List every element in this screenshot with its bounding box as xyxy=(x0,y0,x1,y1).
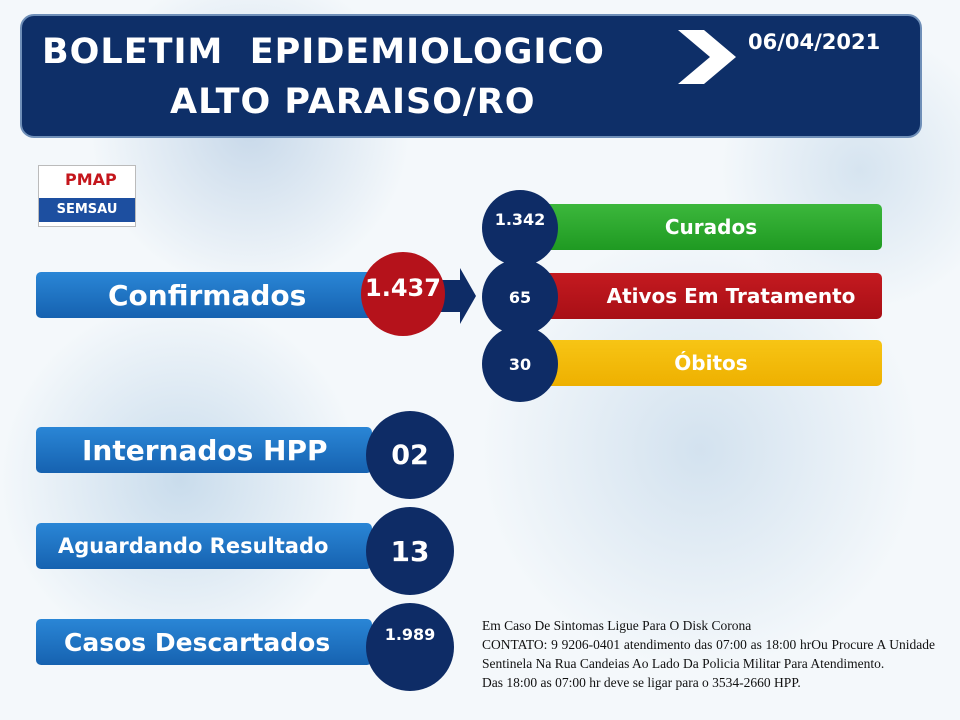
outcome-label: Óbitos xyxy=(540,340,882,386)
header xyxy=(20,14,922,138)
contact-line: CONTATO: 9 9206-0401 atendimento das 07:… xyxy=(482,637,935,671)
arrow-icon xyxy=(438,268,476,324)
stat-label: Casos Descartados xyxy=(36,619,372,665)
contact-info: Em Caso De Sintomas Ligue Para O Disk Co… xyxy=(482,616,935,692)
chevron-icon xyxy=(678,30,736,84)
logo: PMAP SEMSAU xyxy=(38,165,136,227)
date: 06/04/2021 xyxy=(748,30,881,54)
logo-name: PMAP xyxy=(65,170,117,189)
title: BOLETIM EPIDEMIOLOGICO xyxy=(42,32,605,72)
outcome-label: Ativos Em Tratamento xyxy=(540,273,882,319)
outcome-label: Curados xyxy=(540,204,882,250)
logo-department: SEMSAU xyxy=(39,198,135,222)
stat-label: Internados HPP xyxy=(36,427,372,473)
contact-line: Em Caso De Sintomas Ligue Para O Disk Co… xyxy=(482,618,752,633)
confirmed-value: 1.437 xyxy=(361,252,445,336)
confirmed-label: Confirmados xyxy=(36,272,380,318)
subtitle: ALTO PARAISO/RO xyxy=(170,82,536,122)
outcome-value: 1.342 xyxy=(482,190,558,266)
contact-line: Das 18:00 as 07:00 hr deve se ligar para… xyxy=(482,675,801,690)
stat-value: 13 xyxy=(366,507,454,595)
stat-value: 1.989 xyxy=(366,603,454,691)
outcome-value: 30 xyxy=(482,326,558,402)
stat-label: Aguardando Resultado xyxy=(36,523,372,569)
outcome-value: 65 xyxy=(482,259,558,335)
stat-value: 02 xyxy=(366,411,454,499)
